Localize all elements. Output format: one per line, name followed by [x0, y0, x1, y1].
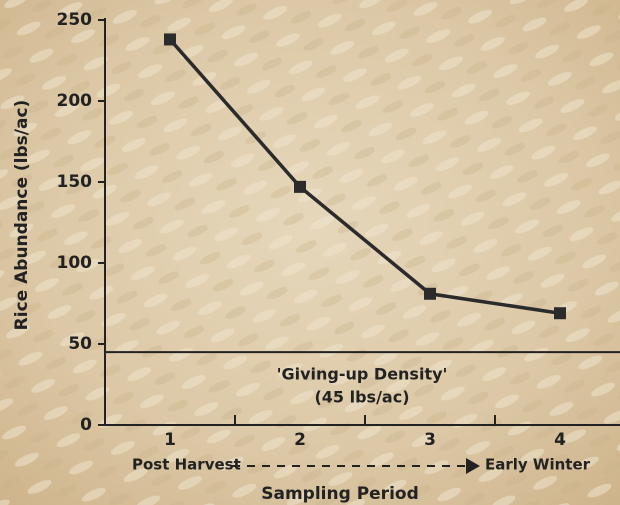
data-point [294, 180, 306, 193]
y-tick-label: 100 [57, 253, 93, 273]
data-point [164, 33, 176, 46]
y-tick-label: 250 [57, 10, 93, 30]
x-end-label: Early Winter [485, 456, 591, 474]
y-tick-label: 150 [57, 172, 93, 192]
y-tick-label: 200 [57, 91, 93, 111]
reference-sublabel: (45 lbs/ac) [314, 388, 409, 407]
period-arrowhead [466, 458, 480, 474]
y-tick-label: 50 [68, 334, 92, 354]
data-line [168, 38, 561, 315]
x-tick-label: 4 [554, 430, 566, 450]
x-axis-title: Sampling Period [261, 484, 419, 504]
reference-label: 'Giving-up Density' [277, 365, 448, 384]
data-point [424, 287, 436, 300]
x-tick-label: 3 [424, 430, 436, 450]
y-axis-title: Rice Abundance (lbs/ac) [12, 100, 32, 331]
x-tick-label: 1 [164, 430, 176, 450]
x-start-label: Post Harvest [132, 456, 241, 474]
x-tick-label: 2 [294, 430, 306, 450]
data-point [554, 307, 566, 320]
y-tick-label: 0 [80, 415, 92, 435]
